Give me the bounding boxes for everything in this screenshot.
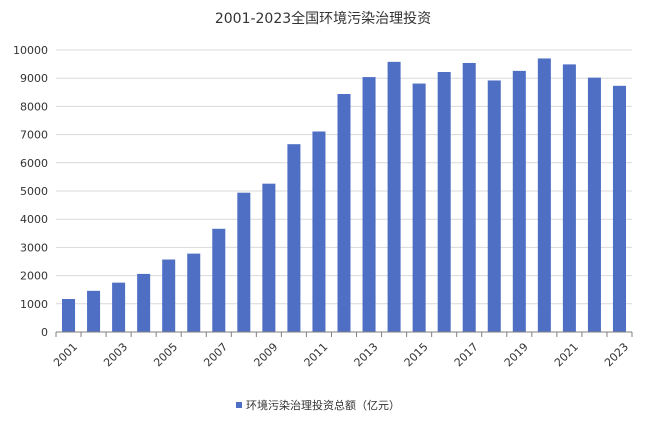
- x-tick-label: 2003: [101, 340, 130, 369]
- bar-2017: [462, 62, 476, 333]
- y-tick-label: 0: [41, 326, 48, 339]
- bar-2006: [187, 253, 201, 332]
- bar-2019: [512, 70, 526, 333]
- bar-2008: [237, 192, 251, 332]
- bar-2018: [487, 80, 501, 333]
- y-axis: 0 1000 2000 3000 4000 5000 6000 7000 8000 9000 100…: [13, 44, 48, 339]
- bar-2011: [312, 131, 326, 332]
- bars: [62, 58, 626, 333]
- x-tick-label: 2009: [251, 340, 280, 369]
- y-tick-label: 6000: [20, 157, 48, 170]
- bar-2013: [362, 77, 376, 333]
- bar-2010: [287, 144, 301, 332]
- bar-2001: [62, 299, 76, 332]
- x-tick-label: 2001: [51, 340, 80, 369]
- bar-2003: [112, 282, 126, 332]
- chart-title: 2001-2023全国环境污染治理投资: [215, 10, 431, 27]
- x-tick-label: 2005: [151, 340, 180, 369]
- bar-2004: [137, 273, 151, 332]
- x-tick-label: 2015: [402, 340, 431, 369]
- bar-2012: [337, 93, 351, 332]
- legend: 环境污染治理投资总额（亿元）: [236, 398, 400, 412]
- y-tick-label: 5000: [20, 185, 48, 198]
- x-tick-label: 2011: [302, 340, 331, 369]
- y-tick-label: 8000: [20, 100, 48, 113]
- bar-2009: [262, 183, 276, 332]
- x-axis: 2001 2003 2005 2007 2009 2011 2013 2015 2017 2019…: [51, 331, 633, 369]
- y-tick-label: 2000: [20, 270, 48, 283]
- bar-2020: [537, 58, 551, 333]
- x-tick-label: 2013: [352, 340, 381, 369]
- bar-2023: [612, 85, 626, 333]
- x-tick-label: 2017: [452, 340, 481, 369]
- bar-2021: [562, 64, 576, 332]
- y-tick-label: 9000: [20, 72, 48, 85]
- y-tick-label: 10000: [13, 44, 48, 57]
- legend-swatch: [236, 402, 242, 408]
- bar-2002: [87, 290, 101, 332]
- x-tick-label: 2007: [201, 340, 230, 369]
- bar-2014: [387, 61, 401, 333]
- bar-2007: [212, 228, 226, 332]
- bar-2005: [162, 259, 176, 332]
- y-tick-label: 1000: [20, 298, 48, 311]
- x-tick-label: 2019: [502, 340, 531, 369]
- y-tick-label: 3000: [20, 241, 48, 254]
- bar-2015: [412, 83, 426, 332]
- y-tick-label: 7000: [20, 129, 48, 142]
- legend-label: 环境污染治理投资总额（亿元）: [246, 398, 400, 412]
- bar-2022: [587, 77, 601, 332]
- x-tick-label: 2021: [552, 340, 581, 369]
- x-tick-label: 2023: [602, 340, 631, 369]
- y-tick-label: 4000: [20, 213, 48, 226]
- bar-2016: [437, 71, 451, 332]
